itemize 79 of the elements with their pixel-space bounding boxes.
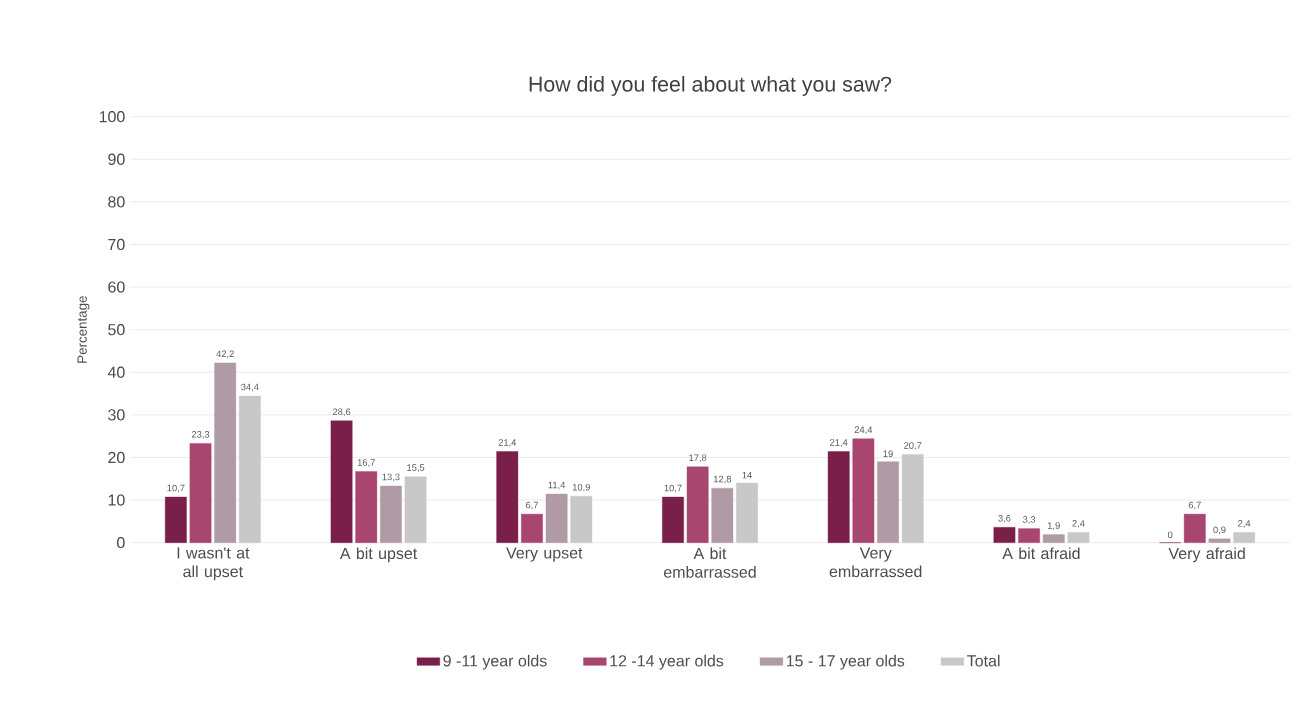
data-label: 3,6 — [998, 515, 1011, 523]
x-tick-label: A bit afraid — [1002, 547, 1080, 560]
bar — [1042, 534, 1065, 544]
data-label: 19 — [883, 450, 893, 458]
x-tick-label: Very embarrassed — [829, 547, 922, 578]
data-label: 10,9 — [572, 484, 590, 492]
bar — [1208, 538, 1231, 544]
y-tick-label: 60 — [108, 281, 125, 293]
bar — [1183, 514, 1206, 544]
data-label: 3,3 — [1022, 516, 1036, 525]
y-tick-label: 20 — [108, 451, 125, 464]
y-tick-label: 100 — [99, 111, 125, 123]
x-tick-label: A bit embarrassed — [663, 547, 756, 578]
x-tick-label: A bit upset — [339, 547, 418, 563]
data-label: 0 — [1167, 531, 1173, 539]
data-label: 2,4 — [1072, 520, 1085, 528]
data-label: 16,7 — [357, 459, 375, 468]
data-label: 10,7 — [167, 484, 185, 493]
x-tick-label: Very upset — [506, 547, 583, 562]
data-label: 13,3 — [382, 473, 400, 482]
bar — [686, 466, 709, 544]
bar — [214, 362, 237, 544]
y-tick-label: 90 — [108, 153, 125, 166]
bar — [570, 496, 593, 544]
bar — [355, 471, 378, 544]
legend-label: 15 - 17 year olds — [786, 654, 905, 670]
y-tick-label: 70 — [108, 238, 125, 251]
bar — [404, 476, 427, 544]
bar — [1233, 532, 1255, 544]
data-label: 1,9 — [1047, 522, 1060, 531]
bar — [827, 451, 850, 544]
data-label: 21,4 — [498, 439, 517, 448]
data-label: 24,4 — [854, 426, 873, 435]
data-label: 20,7 — [904, 442, 922, 450]
bar — [877, 461, 899, 544]
data-label: 10,7 — [664, 484, 682, 493]
data-label: 2,4 — [1238, 520, 1251, 528]
bar — [901, 454, 924, 544]
data-label: 23,3 — [191, 431, 210, 439]
bar — [496, 451, 519, 544]
y-axis-title: Percentage — [77, 296, 90, 363]
bar — [711, 488, 734, 544]
bar — [545, 494, 568, 544]
x-tick-label: I wasn't at all upset — [177, 547, 250, 581]
data-label: 21,4 — [830, 439, 848, 448]
data-label: 11,4 — [548, 482, 566, 490]
y-tick-label: 0 — [117, 537, 125, 549]
chart-title: How did you feel about what you saw? — [529, 76, 892, 97]
bar — [736, 482, 758, 544]
bar — [164, 497, 187, 544]
bar — [238, 396, 261, 544]
data-label: 0,9 — [1213, 526, 1226, 535]
data-label: 6,7 — [1188, 501, 1201, 510]
data-label: 34,4 — [241, 383, 259, 392]
x-tick-label: Very afraid — [1168, 547, 1245, 563]
y-tick-label: 40 — [107, 366, 125, 379]
bar — [662, 497, 684, 544]
data-label: 15,5 — [407, 464, 425, 473]
data-label: 42,2 — [216, 350, 234, 359]
data-label: 28,6 — [332, 408, 351, 417]
bar — [189, 443, 212, 544]
bar — [852, 438, 875, 544]
data-label: 17,8 — [689, 454, 707, 463]
data-label: 14 — [742, 472, 752, 479]
legend-label: 12 -14 year olds — [610, 654, 724, 670]
bar — [380, 485, 402, 544]
y-tick-label: 10 — [108, 494, 125, 506]
bar — [330, 420, 353, 544]
bar — [1067, 532, 1090, 544]
data-label: 12,8 — [713, 475, 732, 484]
legend-label: 9 -11 year olds — [443, 654, 547, 670]
y-tick-label: 30 — [108, 409, 125, 421]
legend-label: Total — [967, 654, 1000, 667]
bar — [521, 514, 543, 544]
bar — [993, 527, 1016, 544]
y-tick-label: 50 — [108, 324, 125, 336]
data-label: 6,7 — [525, 501, 538, 510]
bar — [1018, 528, 1040, 544]
y-tick-label: 80 — [108, 196, 125, 208]
